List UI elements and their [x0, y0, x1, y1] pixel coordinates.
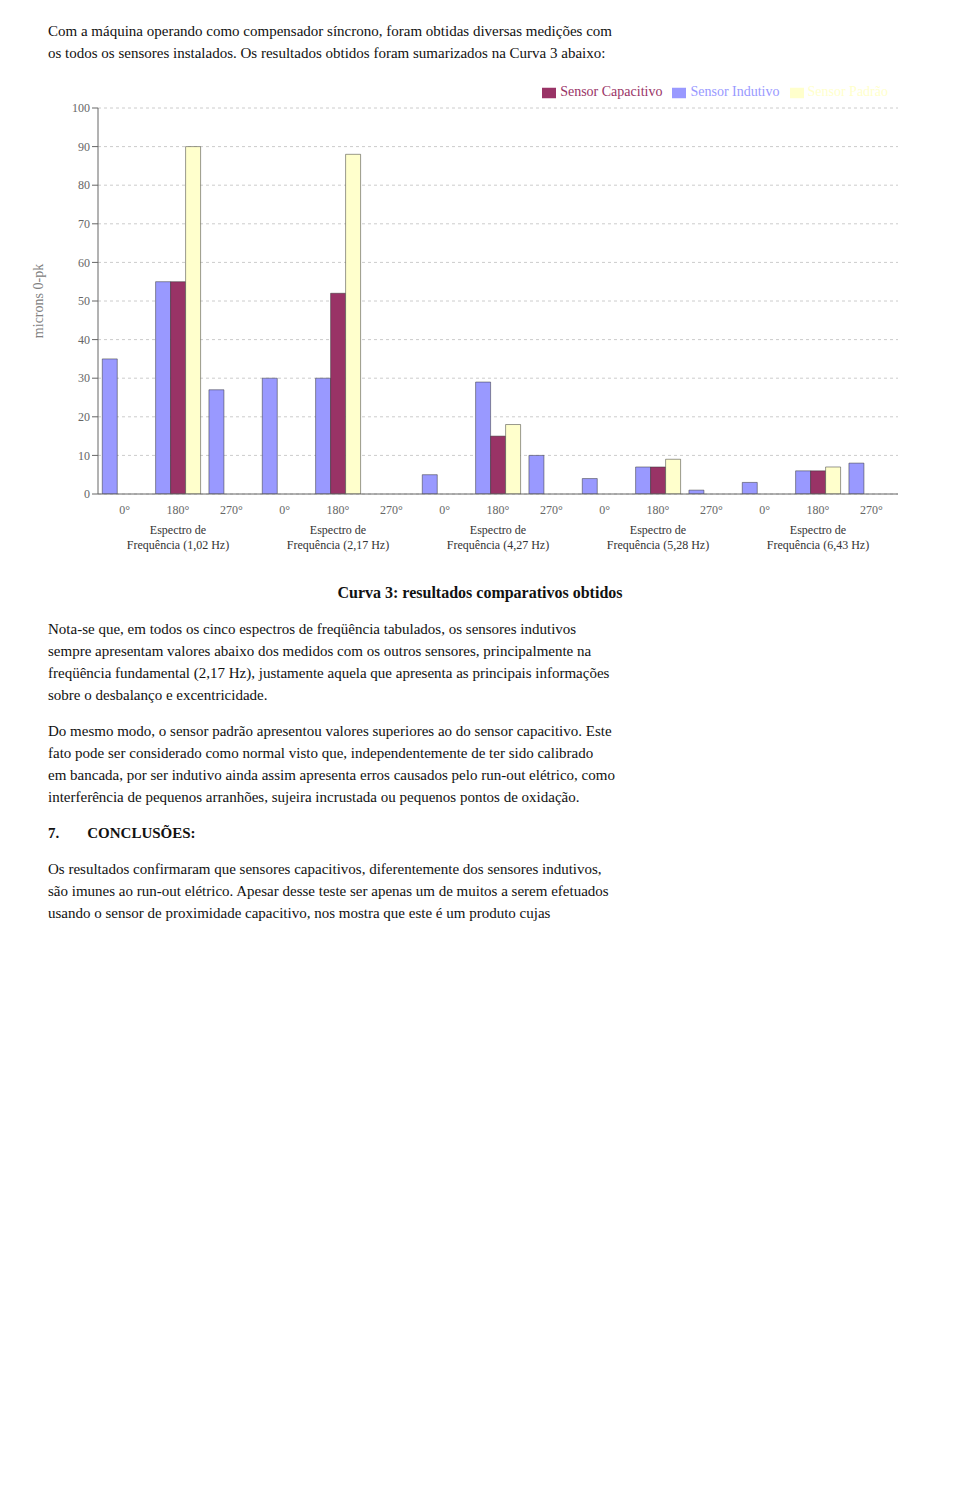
- html-text:Sensor Indutivo: Sensor Indutivo: [690, 84, 780, 99]
- html-text:7.: 7.: [48, 825, 60, 841]
- html-text:em bancada, por ser indutivo a: em bancada, por ser indutivo ainda assim…: [48, 767, 615, 783]
- html-text:Sensor Padrão: Sensor Padrão: [807, 84, 888, 99]
- svg-text:30: 30: [78, 371, 90, 385]
- svg-text:10: 10: [78, 449, 90, 463]
- svg-text:180°: 180°: [647, 503, 670, 517]
- svg-text:60: 60: [78, 256, 90, 270]
- svg-text:Frequência (5,28 Hz): Frequência (5,28 Hz): [607, 538, 709, 552]
- html-text:usando o sensor de proximidade: usando o sensor de proximidade capacitiv…: [48, 905, 551, 921]
- html-text:sobre o desbalanço e excentric: sobre o desbalanço e excentricidade.: [48, 687, 268, 703]
- svg-text:180°: 180°: [167, 503, 190, 517]
- svg-text:Espectro de: Espectro de: [790, 523, 846, 537]
- svg-text:Frequência (6,43 Hz): Frequência (6,43 Hz): [767, 538, 869, 552]
- svg-text:0°: 0°: [119, 503, 130, 517]
- html-text:sempre apresentam valores abai: sempre apresentam valores abaixo dos med…: [48, 643, 592, 659]
- html-text:CONCLUSÕES:: CONCLUSÕES:: [87, 825, 196, 841]
- svg-text:270°: 270°: [860, 503, 883, 517]
- svg-text:0°: 0°: [759, 503, 770, 517]
- html-text:Os resultados confirmaram que: Os resultados confirmaram que sensores c…: [48, 861, 602, 877]
- html-text:Sensor Capacitivo: Sensor Capacitivo: [560, 84, 663, 99]
- svg-text:100: 100: [72, 101, 90, 115]
- html-text:Do mesmo modo, o sensor padrão: Do mesmo modo, o sensor padrão apresento…: [48, 723, 612, 739]
- svg-text:80: 80: [78, 178, 90, 192]
- svg-text:180°: 180°: [807, 503, 830, 517]
- svg-text:Espectro de: Espectro de: [150, 523, 206, 537]
- svg-text:0°: 0°: [439, 503, 450, 517]
- html-text:interferência de pequenos arra: interferência de pequenos arranhões, suj…: [48, 789, 580, 805]
- svg-text:0°: 0°: [599, 503, 610, 517]
- html-text:freqüência fundamental (2,17 H: freqüência fundamental (2,17 Hz), justam…: [48, 665, 610, 681]
- html-text:Nota-se que, em todos os cinco: Nota-se que, em todos os cinco espectros…: [48, 621, 577, 637]
- svg-text:Espectro de: Espectro de: [470, 523, 526, 537]
- html-text:Curva 3: resultados comparativ: Curva 3: resultados comparativos obtidos: [337, 584, 623, 601]
- svg-text:Espectro de: Espectro de: [310, 523, 366, 537]
- svg-text:180°: 180°: [327, 503, 350, 517]
- html-text:são imunes ao run-out elétrico: são imunes ao run-out elétrico. Apesar d…: [48, 883, 609, 899]
- html-text:Com a máquina operando como co: Com a máquina operando como compensador …: [48, 23, 612, 39]
- svg-text:0: 0: [84, 487, 90, 501]
- svg-text:90: 90: [78, 140, 90, 154]
- svg-text:40: 40: [78, 333, 90, 347]
- svg-text:270°: 270°: [700, 503, 723, 517]
- svg-text:Frequência (2,17 Hz): Frequência (2,17 Hz): [287, 538, 389, 552]
- svg-text:Frequência (1,02 Hz): Frequência (1,02 Hz): [127, 538, 229, 552]
- svg-text:Frequência (4,27 Hz): Frequência (4,27 Hz): [447, 538, 549, 552]
- svg-text:0°: 0°: [279, 503, 290, 517]
- svg-text:270°: 270°: [540, 503, 563, 517]
- svg-text:180°: 180°: [487, 503, 510, 517]
- svg-text:70: 70: [78, 217, 90, 231]
- svg-text:50: 50: [78, 294, 90, 308]
- svg-text:270°: 270°: [220, 503, 243, 517]
- svg-text:Espectro de: Espectro de: [630, 523, 686, 537]
- svg-text:microns 0-pk: microns 0-pk: [31, 264, 46, 338]
- html-text:fato pode ser considerado como: fato pode ser considerado como normal vi…: [48, 745, 594, 761]
- svg-text:270°: 270°: [380, 503, 403, 517]
- html-text:os todos os sensores instalado: os todos os sensores instalados. Os resu…: [48, 45, 606, 61]
- svg-text:20: 20: [78, 410, 90, 424]
